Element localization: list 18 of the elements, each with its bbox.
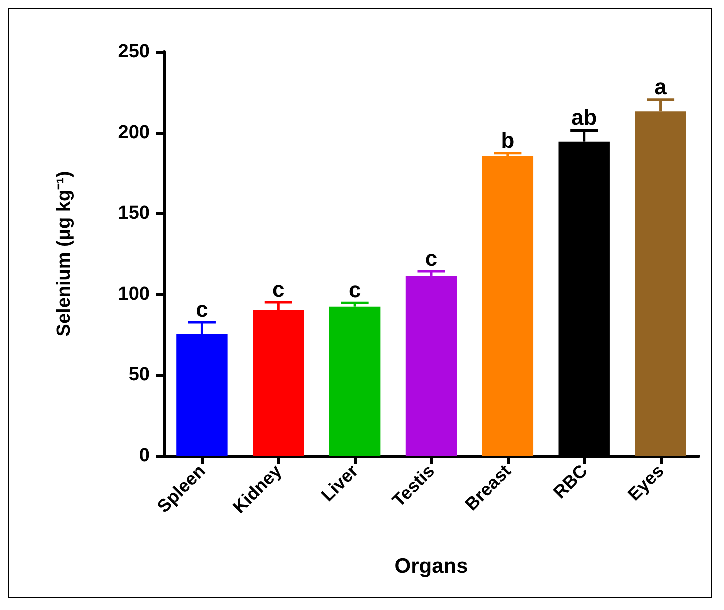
y-axis-title: Selenium (μg kg⁻¹) [54, 171, 75, 337]
annotation: c [272, 276, 285, 302]
annotation: b [501, 128, 515, 153]
annotation: c [425, 246, 438, 271]
annotation: c [196, 297, 208, 322]
y-tick-label: 150 [118, 203, 150, 224]
y-tick-label: 0 [139, 446, 150, 466]
y-tick-label: 50 [128, 364, 150, 386]
y-tick-label: 100 [118, 284, 150, 305]
bar [482, 156, 534, 456]
bar [406, 276, 458, 456]
annotation: ab [572, 105, 598, 130]
x-axis-title: Organs [394, 555, 468, 578]
y-tick-label: 250 [118, 42, 150, 62]
bar [329, 306, 381, 456]
y-tick-label: 200 [118, 122, 150, 144]
annotation: c [348, 278, 362, 303]
annotation: a [654, 74, 668, 100]
